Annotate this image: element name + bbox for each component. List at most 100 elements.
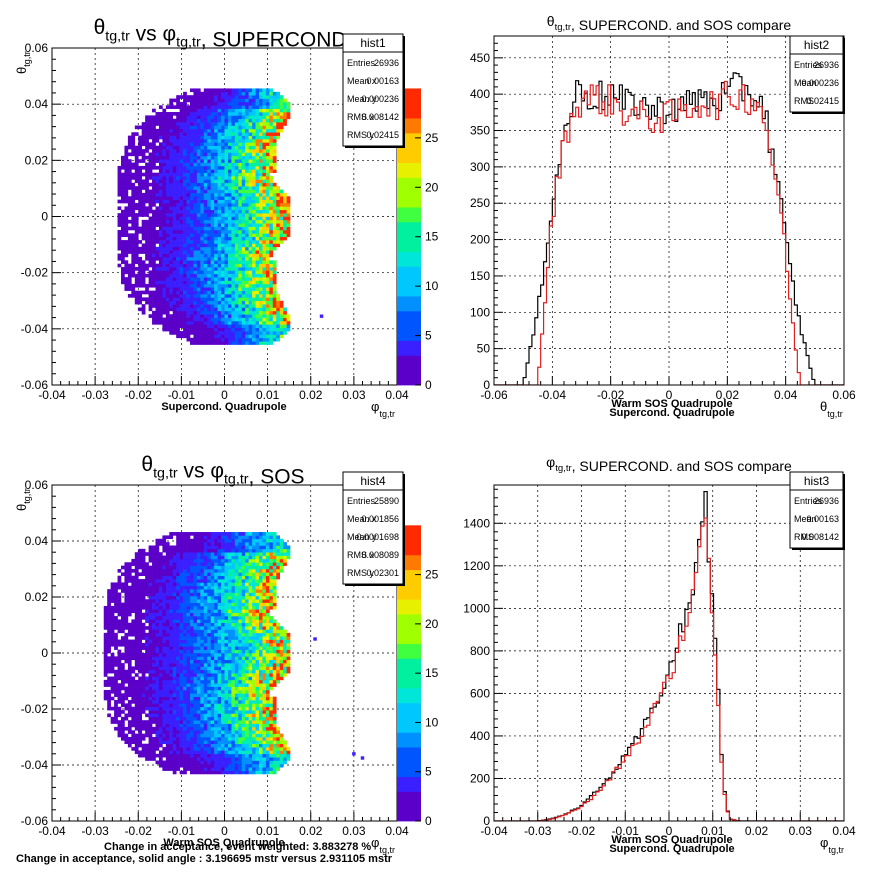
heatmap-cell (207, 199, 211, 204)
heatmap-cell (279, 105, 284, 109)
heatmap-cell (196, 297, 201, 302)
heatmap-cell (145, 720, 149, 724)
heatmap-cell (138, 743, 142, 748)
heatmap-cell (158, 659, 163, 664)
heatmap-cell (165, 743, 170, 748)
heatmap-cell (227, 659, 232, 664)
heatmap-cell (127, 700, 132, 704)
heatmap-cell (131, 172, 136, 177)
heatmap-cell (231, 182, 236, 187)
heatmap-cell (231, 172, 236, 177)
heatmap-cell (193, 256, 198, 261)
heatmap-cell (165, 155, 170, 160)
heatmap-cell (152, 196, 156, 200)
heatmap-cell (127, 243, 132, 248)
heatmap-cell (124, 280, 129, 285)
heatmap-cell (183, 145, 187, 150)
heatmap-cell (200, 98, 205, 103)
heatmap-cell (183, 142, 187, 147)
heatmap-cell (259, 159, 263, 163)
heatmap-cell (148, 300, 153, 305)
heatmap-cell (255, 159, 260, 163)
heatmap-cell (252, 341, 256, 345)
heatmap-cell (179, 179, 184, 184)
heatmap-cell (245, 138, 249, 143)
heatmap-cell (272, 287, 277, 291)
heatmap-cell (221, 145, 225, 150)
heatmap-cell (172, 294, 177, 298)
heatmap-cell (248, 263, 253, 268)
heatmap-cell (196, 294, 201, 298)
heatmap-cell (138, 142, 142, 147)
colorbar-tick-label: 10 (425, 279, 439, 293)
heatmap-cell (127, 152, 132, 157)
heatmap-cell (203, 686, 208, 691)
heatmap-cell (176, 213, 180, 217)
heatmap-cell (193, 250, 198, 254)
heatmap-cell (283, 223, 287, 227)
heatmap-cell (121, 192, 125, 197)
heatmap-cell (152, 219, 156, 224)
heatmap-cell (272, 155, 277, 160)
heatmap-cell (214, 182, 218, 187)
heatmap-cell (127, 206, 132, 211)
heatmap-cell (224, 666, 229, 671)
heatmap-cell (210, 162, 215, 167)
heatmap-cell (190, 95, 194, 99)
heatmap-cell (214, 689, 218, 694)
heatmap-cell (224, 706, 229, 711)
heatmap-cell (241, 703, 246, 708)
heatmap-cell (200, 686, 205, 691)
heatmap-cell (255, 726, 260, 731)
heatmap-cell (224, 686, 229, 691)
heatmap-cell (169, 186, 174, 190)
heatmap-cell (252, 723, 256, 728)
heatmap-cell (158, 169, 163, 173)
heatmap-cell (259, 206, 263, 211)
stats-value: 0.02415 (806, 96, 839, 106)
heatmap-cell (127, 179, 132, 184)
heatmap-cell (162, 713, 167, 718)
heatmap-cell (179, 192, 184, 197)
heatmap-cell (196, 337, 201, 342)
heatmap-cell (276, 192, 280, 197)
heatmap-cell (183, 696, 187, 701)
heatmap-cell (193, 283, 198, 288)
heatmap-cell (200, 91, 205, 96)
heatmap-cell (193, 723, 198, 728)
heatmap-cell (169, 233, 174, 238)
heatmap-cell (179, 203, 184, 207)
heatmap-cell (190, 300, 194, 305)
heatmap-cell (172, 250, 177, 254)
heatmap-cell (169, 676, 174, 681)
heatmap-cell (200, 179, 205, 184)
heatmap-cell (265, 179, 270, 184)
heatmap-cell (183, 108, 187, 113)
heatmap-cell (286, 233, 291, 238)
heatmap-cell (245, 753, 249, 758)
heatmap-cell (286, 226, 291, 231)
heatmap-cell (152, 706, 156, 711)
heatmap-cell (283, 236, 287, 241)
heatmap-cell (117, 700, 122, 704)
heatmap-cell (214, 287, 218, 291)
heatmap-cell (227, 236, 232, 241)
stats-label: Mean x (347, 76, 377, 86)
heatmap-cell (234, 307, 239, 312)
heatmap-cell (190, 331, 194, 335)
heatmap-cell (141, 233, 146, 238)
heatmap-cell (262, 243, 267, 248)
heatmap-cell (183, 169, 187, 173)
heatmap-cell (245, 216, 249, 221)
heatmap-cell (217, 122, 222, 126)
heatmap-cell (265, 686, 270, 691)
heatmap-cell (172, 737, 177, 741)
heatmap-cell (259, 108, 263, 113)
heatmap-cell (196, 216, 201, 221)
heatmap-cell (193, 182, 198, 187)
heatmap-cell (217, 334, 222, 339)
heatmap-cell (234, 683, 239, 687)
heatmap-cell (252, 317, 256, 322)
heatmap-cell (148, 294, 153, 298)
heatmap-cell (234, 334, 239, 339)
